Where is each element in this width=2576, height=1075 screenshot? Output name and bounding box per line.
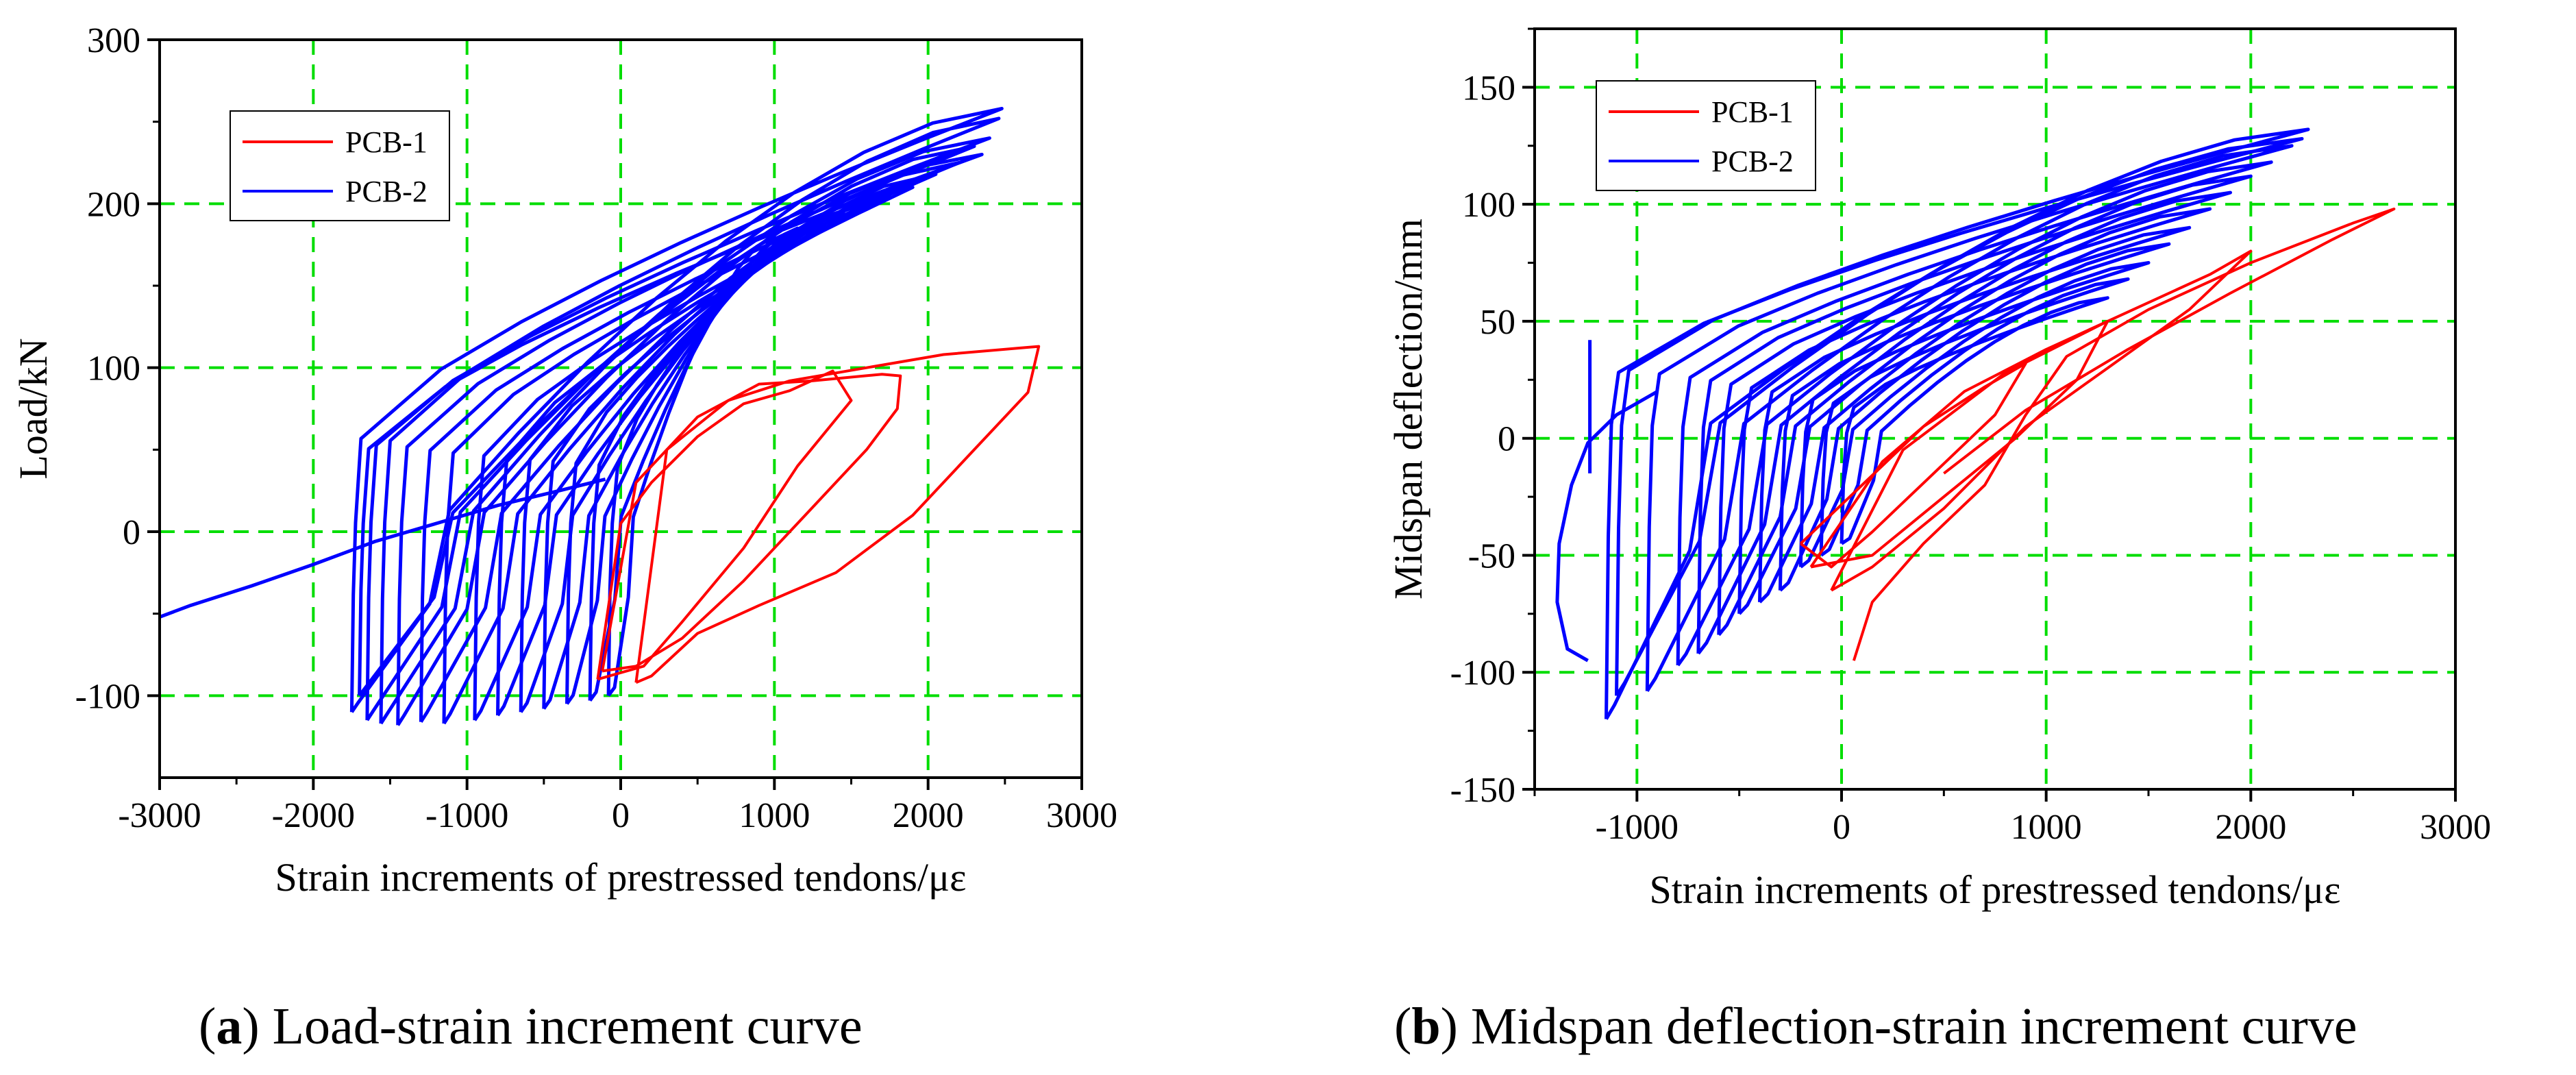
data-series bbox=[160, 107, 1041, 726]
pcb-2-loop bbox=[379, 116, 1001, 725]
legend-label-pcb-2: PCB-2 bbox=[1711, 145, 1794, 178]
legend-label-pcb-1: PCB-1 bbox=[345, 125, 428, 159]
pcb-2-loop bbox=[365, 136, 991, 721]
x-tick-label: 2000 bbox=[893, 796, 964, 835]
pcb-1-loop bbox=[634, 345, 1041, 684]
y-tick-label: 0 bbox=[1498, 420, 1515, 459]
legend-box bbox=[230, 110, 450, 221]
data-series bbox=[1555, 127, 2396, 720]
legend-label-pcb-1: PCB-1 bbox=[1711, 95, 1794, 129]
pcb-1-loop bbox=[596, 369, 853, 681]
pcb-2-loop bbox=[349, 107, 1004, 713]
y-ticks: -150 -100 -50 0 50 100 150 bbox=[1450, 27, 1535, 810]
x-tick-label: -2000 bbox=[272, 796, 355, 835]
x-tick-label: 1000 bbox=[2011, 808, 2082, 847]
y-tick-label: -50 bbox=[1468, 536, 1515, 576]
x-tick-label: 2000 bbox=[2215, 808, 2286, 847]
y-ticks: -100 0 100 200 300 bbox=[75, 21, 160, 716]
pcb-2-loop bbox=[1798, 261, 2151, 569]
pcb-2-loop bbox=[396, 145, 976, 726]
load-strain-chart: -3000 -2000 -1000 0 1000 2000 3000 -1000100200… bbox=[11, 21, 1117, 900]
x-tick-label: 3000 bbox=[1046, 796, 1117, 835]
pcb-2-loop bbox=[1840, 296, 2109, 545]
pcb-1-loop bbox=[1809, 319, 2109, 569]
legend: PCB-1 PCB-2 bbox=[1596, 80, 1816, 191]
x-tick-label: -1000 bbox=[1596, 808, 1679, 847]
pcb-2-loop bbox=[1615, 127, 2310, 697]
pcb-2-loop bbox=[496, 193, 892, 717]
deflection-strain-chart: -1000 0 1000 2000 3000 -150-100-50050100150 … bbox=[1386, 27, 2491, 912]
pcb-2-loop bbox=[542, 210, 845, 710]
caption-letter: a bbox=[216, 998, 243, 1055]
x-tick-label: -1000 bbox=[425, 796, 508, 835]
pcb-2-loop bbox=[1758, 225, 2192, 604]
x-tick-label: 0 bbox=[1833, 808, 1850, 847]
y-tick-label: -100 bbox=[1450, 654, 1515, 693]
pcb-2-loop bbox=[473, 185, 915, 721]
caption-b: (b) Midspan deflection-strain increment … bbox=[1394, 998, 2357, 1055]
pcb-2-loop bbox=[1676, 160, 2273, 667]
caption-a: (a) Load-strain increment curve bbox=[199, 998, 863, 1055]
y-tick-label: 100 bbox=[1462, 186, 1515, 225]
pcb-2-loop bbox=[1645, 144, 2294, 692]
x-axis-label: Strain increments of prestressed tendons… bbox=[275, 855, 967, 900]
y-tick-label: 200 bbox=[87, 185, 140, 224]
y-axis-label: Midspan deflection/mm bbox=[1386, 219, 1431, 600]
caption-letter: b bbox=[1411, 998, 1441, 1055]
pcb-2-loop bbox=[606, 234, 776, 697]
x-tick-label: -3000 bbox=[118, 796, 201, 835]
pcb-2-loop bbox=[419, 161, 961, 723]
pcb-2-loop bbox=[1819, 277, 2130, 557]
legend-label-pcb-2: PCB-2 bbox=[345, 175, 428, 208]
y-axis-label: Load/kN bbox=[11, 338, 55, 479]
pcb-2-loop bbox=[588, 226, 800, 702]
x-tick-label: 3000 bbox=[2420, 808, 2491, 847]
pcb-2-loop bbox=[1605, 137, 2304, 720]
pcb-1-loop bbox=[1852, 208, 2396, 661]
y-tick-label: -100 bbox=[75, 677, 140, 716]
pcb-1-loop bbox=[1830, 249, 2253, 592]
x-ticks: -3000 -2000 -1000 0 1000 2000 3000 bbox=[118, 778, 1117, 835]
pcb-2-tail bbox=[160, 477, 606, 619]
pcb-1-loop bbox=[601, 373, 902, 673]
pcb-2-loop bbox=[565, 218, 823, 705]
pcb-2-loop bbox=[1717, 190, 2232, 637]
y-tick-label: 150 bbox=[1462, 69, 1515, 108]
y-tick-label: 50 bbox=[1480, 303, 1515, 342]
x-axis-label: Strain increments of prestressed tendons… bbox=[1650, 867, 2341, 912]
x-tick-label: 0 bbox=[612, 796, 630, 835]
x-ticks: -1000 0 1000 2000 3000 bbox=[1533, 789, 2491, 847]
legend-box bbox=[1596, 80, 1816, 191]
pcb-2-loop bbox=[1737, 207, 2212, 615]
legend: PCB-1 PCB-2 bbox=[230, 110, 450, 221]
plot-frame bbox=[1533, 27, 2457, 791]
pcb-2-loop bbox=[1778, 242, 2171, 592]
y-tick-label: 0 bbox=[123, 513, 140, 552]
y-tick-label: 100 bbox=[87, 349, 140, 388]
y-tick-label: 300 bbox=[87, 21, 140, 60]
x-tick-label: 1000 bbox=[739, 796, 810, 835]
y-tick-label: -150 bbox=[1450, 771, 1515, 810]
